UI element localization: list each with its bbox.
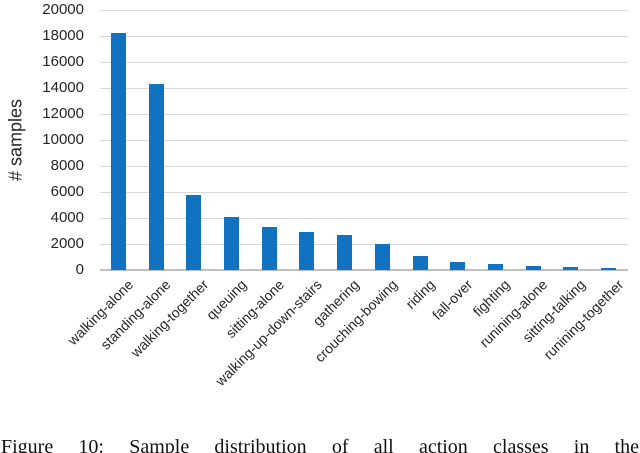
gridline <box>100 139 628 141</box>
y-tick-label: 8000 <box>50 157 84 174</box>
bar <box>337 234 353 270</box>
y-tick-label: 4000 <box>50 209 84 226</box>
gridline <box>100 113 628 115</box>
gridline <box>100 9 628 11</box>
gridline <box>100 191 628 193</box>
gridline <box>100 165 628 167</box>
figure-caption: Figure 10: Sample distribution of all ac… <box>1 436 639 453</box>
bar <box>224 216 240 270</box>
y-tick-label: 10000 <box>42 131 84 148</box>
bar <box>186 194 202 270</box>
x-axis-line <box>100 269 628 271</box>
y-tick-label: 20000 <box>42 1 84 18</box>
bar <box>600 268 616 270</box>
bar <box>412 255 428 270</box>
bar <box>487 264 503 270</box>
y-tick-label: 16000 <box>42 53 84 70</box>
y-tick-label: 0 <box>75 261 84 278</box>
y-tick-label: 6000 <box>50 183 84 200</box>
bar <box>563 266 579 270</box>
y-tick-label: 14000 <box>42 79 84 96</box>
bar <box>148 84 164 270</box>
bar <box>374 244 390 270</box>
gridline <box>100 243 628 245</box>
bar <box>450 261 466 270</box>
bar <box>299 232 315 270</box>
bar <box>261 227 277 270</box>
y-tick-label: 12000 <box>42 105 84 122</box>
gridline <box>100 217 628 219</box>
bar <box>525 266 541 270</box>
bar <box>111 33 126 270</box>
gridline <box>100 87 628 89</box>
x-tick-label: fall-over <box>428 276 476 323</box>
gridline <box>100 35 628 37</box>
y-tick-label: 18000 <box>42 27 84 44</box>
gridline <box>100 61 628 63</box>
y-tick-label: 2000 <box>50 235 84 252</box>
